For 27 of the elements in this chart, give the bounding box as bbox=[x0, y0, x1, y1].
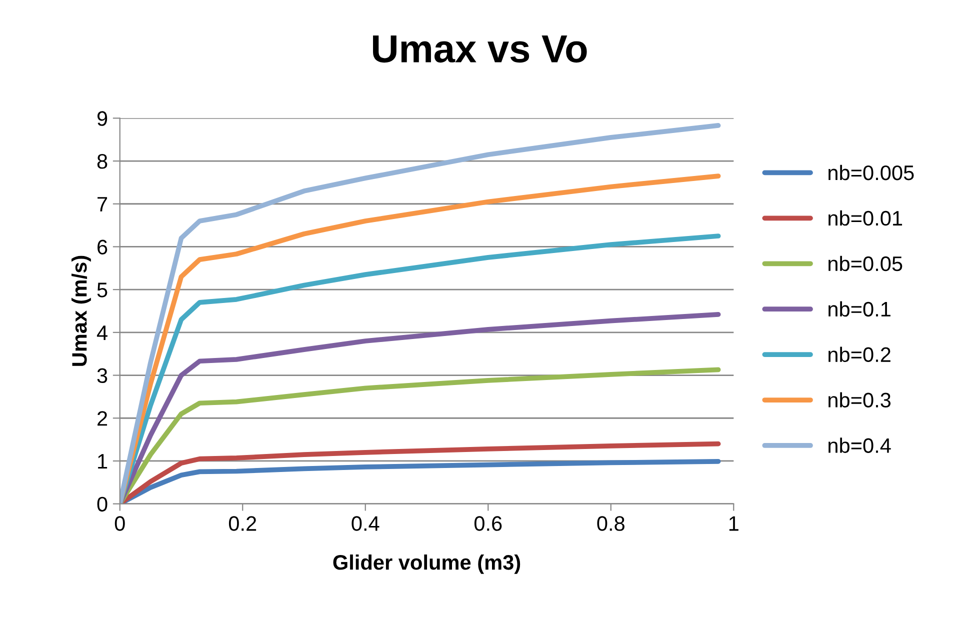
legend-label: nb=0.4 bbox=[828, 438, 891, 453]
y-tick-label: 8 bbox=[97, 154, 108, 169]
x-tick-label: 0.4 bbox=[352, 516, 380, 531]
x-tick-label: 1 bbox=[729, 516, 738, 531]
x-tick-label: 0.2 bbox=[228, 516, 256, 531]
x-tick-label: 0.6 bbox=[474, 516, 502, 531]
y-tick-label: 1 bbox=[98, 454, 108, 469]
y-axis-title: Umax (m/s) bbox=[72, 256, 91, 366]
legend-label: nb=0.01 bbox=[828, 210, 902, 226]
y-tick-label: 2 bbox=[98, 411, 108, 426]
line-series bbox=[120, 312, 721, 504]
y-tick-label: 4 bbox=[96, 326, 108, 340]
x-tick-label: 0 bbox=[114, 516, 125, 531]
x-axis-title: Glider volume (m3) bbox=[333, 554, 520, 574]
legend-label: nb=0.05 bbox=[828, 256, 902, 272]
y-tick-label: 3 bbox=[97, 368, 108, 384]
legend-label: nb=0.1 bbox=[828, 301, 890, 317]
y-tick-label: 0 bbox=[97, 496, 108, 512]
legend-label: nb=0.3 bbox=[828, 392, 891, 408]
legend-label: nb=0.2 bbox=[828, 346, 890, 362]
chart-title: Umax vs Vo bbox=[373, 35, 587, 63]
legend-label: nb=0.005 bbox=[828, 164, 914, 180]
y-tick-label: 6 bbox=[98, 240, 108, 254]
y-tick-label: 7 bbox=[98, 197, 108, 212]
x-tick-label: 0.8 bbox=[597, 516, 624, 531]
y-tick-label: 9 bbox=[97, 111, 108, 126]
y-tick-label: 5 bbox=[97, 282, 108, 298]
